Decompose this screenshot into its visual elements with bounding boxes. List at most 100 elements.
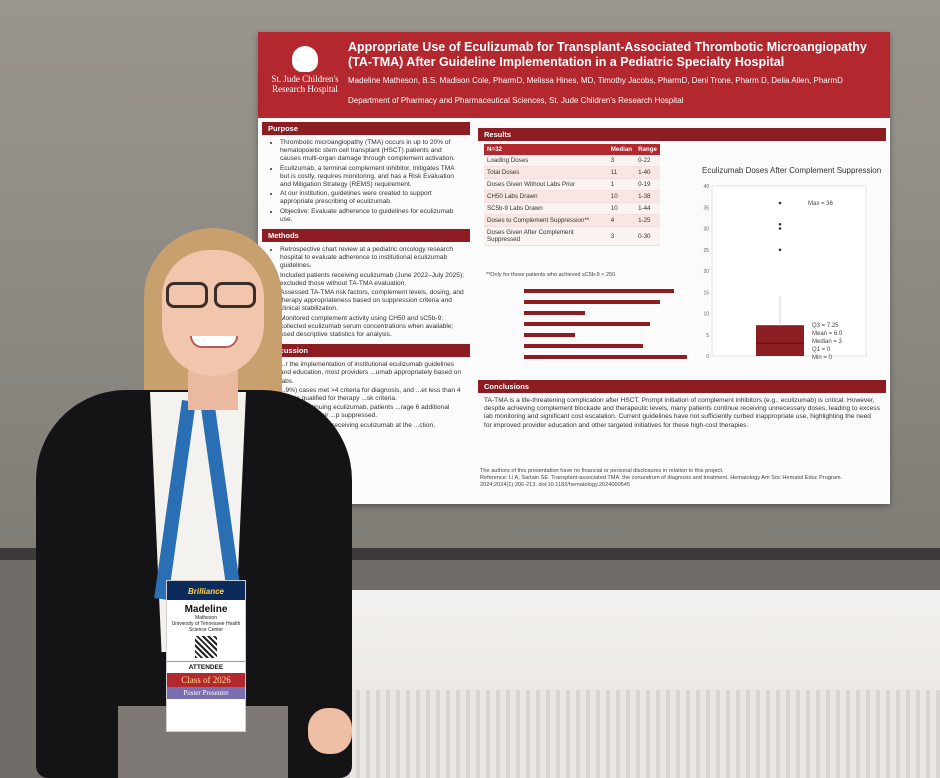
reference-text: Reference: Li A, Sartain SE. Transplant-… (480, 475, 843, 488)
hbar-bar (524, 333, 575, 337)
logo-text: St. Jude Children's Research Hospital (271, 74, 339, 94)
discussion-body: ...r the implementation of institutional… (262, 357, 470, 435)
table-header: N=32 (484, 144, 608, 155)
research-poster: St. Jude Children's Research Hospital Ap… (258, 32, 890, 504)
chart-title: Eculizumab Doses After Complement Suppre… (702, 166, 882, 175)
y-tick-label: 0 (706, 354, 709, 360)
table-row: Doses Given After Complement Suppressed 3… (484, 226, 660, 246)
hbar-bar (524, 344, 643, 348)
badge-name: Madeline (184, 604, 228, 615)
hbar-row (484, 319, 704, 330)
table-cell: 4 (607, 214, 636, 227)
discussion-item: ...9%) cases met >4 criteria for diagnos… (280, 387, 464, 403)
purpose-item: At our institution, guidelines were crea… (280, 190, 464, 206)
hbar-bar (524, 289, 674, 293)
purpose-body: Thrombotic microangiopathy (TMA) occurs … (262, 135, 470, 229)
name-badge: Brilliance Madeline Matheson University … (166, 580, 246, 732)
poster-title: Appropriate Use of Eculizumab for Transp… (348, 40, 867, 69)
hbar-row (484, 352, 704, 363)
box-iqr (756, 325, 804, 356)
hbar-bar (524, 300, 660, 304)
y-tick-label: 10 (703, 312, 709, 318)
stat-label: Q1 = 0 (812, 347, 831, 353)
table-cell: Doses Given After Complement Suppressed (484, 226, 608, 246)
table-cell: 1-38 (635, 190, 660, 203)
table-cell: 10 (607, 190, 636, 203)
table-row: Loading Doses 3 0-22 (484, 155, 660, 167)
horizontal-bar-chart (484, 286, 704, 376)
hbar-row (484, 308, 704, 319)
discussion-heading: Discussion (262, 344, 470, 358)
table-row: Doses Given Without Labs Prior 1 0-19 (484, 178, 660, 191)
poster-left-column: Purpose Thrombotic microangiopathy (TMA)… (262, 122, 470, 435)
discussion-item: ...r the implementation of institutional… (280, 361, 464, 386)
purpose-item: Objective: Evaluate adherence to guideli… (280, 208, 464, 224)
table-cell: Doses to Complement Suppression** (484, 214, 608, 227)
y-tick-label: 20 (703, 269, 709, 275)
disclosure-statement: The authors of this presentation have no… (480, 468, 724, 474)
qr-code-icon (195, 636, 217, 658)
smile (190, 336, 238, 348)
table-cell: 0-30 (635, 226, 660, 246)
table-header: Median (607, 144, 636, 155)
results-heading: Results (478, 128, 886, 141)
purpose-item: Thrombotic microangiopathy (TMA) occurs … (280, 139, 464, 164)
hbar-bar (524, 322, 650, 326)
table-footnote: **Only for those patients who achieved s… (486, 272, 616, 278)
table-cell: 0-19 (635, 178, 660, 191)
y-tick-label: 35 (703, 205, 709, 211)
table-cell: 11 (607, 166, 636, 179)
table-row: SC5b-9 Labs Drawn 10 1-44 (484, 202, 660, 215)
table-cell: 1-25 (635, 214, 660, 227)
stat-label: Mean = 6.0 (812, 331, 843, 337)
table-cell: 3 (607, 226, 636, 246)
glasses-icon (166, 282, 258, 308)
methods-body: Retrospective chart review at a pediatri… (262, 242, 470, 344)
methods-item: Monitored complement activity using CH50… (280, 315, 464, 340)
conclusions-heading: Conclusions (478, 380, 886, 393)
methods-item: Included patients receiving eculizumab (… (280, 272, 464, 288)
table-cell: Total Doses (484, 166, 608, 179)
stat-label: Median = 3 (812, 339, 843, 345)
table-header-row: N=32 Median Range (484, 144, 660, 155)
poster-authors: Madeline Matheson, B.S. Madison Cole, Ph… (348, 76, 843, 85)
box-plot-chart: 0 5 10 15 20 25 30 35 40 Max = 36 Q3 = 7.25 Mean = … (703, 184, 867, 361)
badge-class-ribbon: Class of 2026 (167, 673, 245, 687)
disclosure-text: The authors of this presentation have no… (480, 468, 880, 489)
table-row: Total Doses 11 1-40 (484, 166, 660, 179)
stat-label: Min = 0 (812, 355, 833, 361)
badge-surname: Matheson (195, 615, 217, 621)
table-cell: CH50 Labs Drawn (484, 190, 608, 203)
y-tick-label: 5 (706, 333, 709, 339)
y-tick-label: 40 (703, 184, 709, 190)
conclusions-section: Conclusions TA-TMA is a life-threatening… (478, 380, 886, 434)
purpose-item: Eculizumab, a terminal complement inhibi… (280, 165, 464, 190)
table-cell: 3 (607, 155, 636, 167)
hbar-row (484, 297, 704, 308)
badge-poster-ribbon: Poster Presenter (167, 687, 245, 699)
table-cell: 10 (607, 202, 636, 215)
table-cell: Loading Doses (484, 155, 608, 167)
methods-item: Assessed TA-TMA risk factors, complement… (280, 289, 464, 314)
y-tick-label: 15 (703, 290, 709, 296)
child-figure-icon (292, 46, 318, 72)
outlier-point (778, 248, 782, 252)
face (162, 250, 264, 376)
table-cell: 1-40 (635, 166, 660, 179)
neck (188, 370, 238, 410)
y-tick-label: 30 (703, 227, 709, 233)
outlier-point (778, 227, 782, 230)
methods-item: Retrospective chart review at a pediatri… (280, 246, 464, 271)
discussion-item: ...to discontinuing eculizumab, patients… (280, 404, 464, 420)
stat-label: Q3 = 7.25 (812, 323, 839, 329)
table-skirt (300, 690, 940, 778)
hbar-bar (524, 311, 586, 315)
table-row: CH50 Labs Drawn 10 1-38 (484, 190, 660, 203)
hbar-row (484, 330, 704, 341)
table-cell: 1 (607, 178, 636, 191)
table-row: Doses to Complement Suppression** 4 1-25 (484, 214, 660, 227)
badge-affiliation: University of Tennessee Health Science C… (171, 621, 241, 633)
table-header: Range (635, 144, 660, 155)
poster-department: Department of Pharmacy and Pharmaceutica… (348, 96, 684, 105)
table-cell: 1-44 (635, 202, 660, 215)
